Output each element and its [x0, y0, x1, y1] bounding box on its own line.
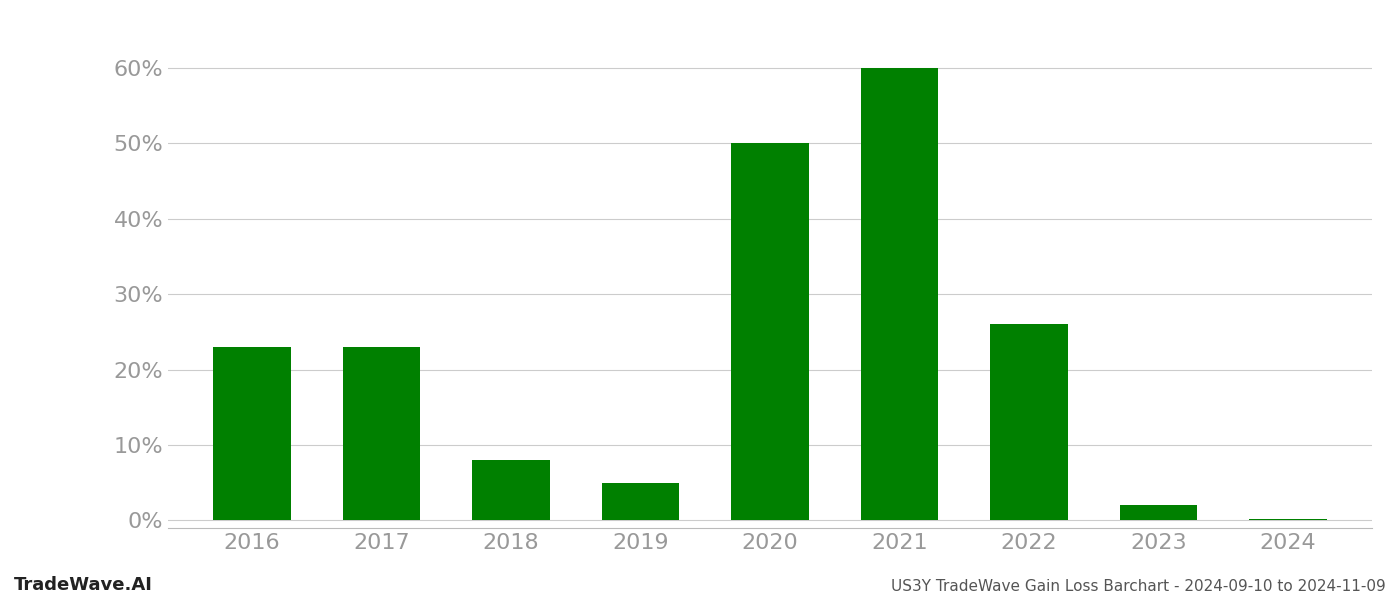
Bar	[213, 347, 291, 520]
Bar	[602, 483, 679, 520]
Text: US3Y TradeWave Gain Loss Barchart - 2024-09-10 to 2024-11-09: US3Y TradeWave Gain Loss Barchart - 2024…	[892, 579, 1386, 594]
Bar	[343, 347, 420, 520]
Bar	[472, 460, 550, 520]
Bar	[731, 143, 809, 520]
Bar	[1120, 505, 1197, 520]
Bar	[1249, 519, 1327, 520]
Text: TradeWave.AI: TradeWave.AI	[14, 576, 153, 594]
Bar	[990, 324, 1068, 520]
Bar	[861, 68, 938, 520]
